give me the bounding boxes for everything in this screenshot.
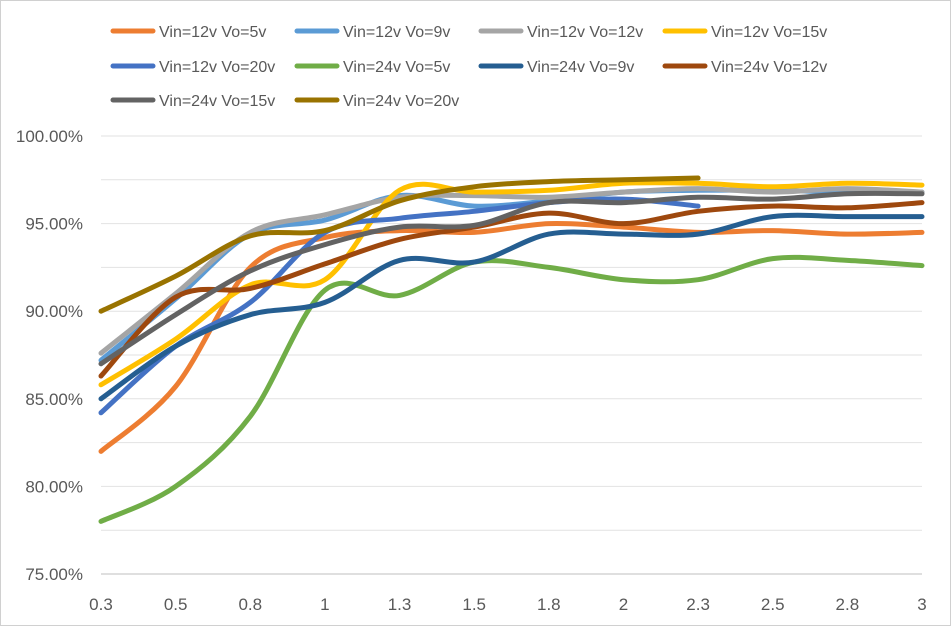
series-line-1 [98, 220, 925, 454]
series-line-6 [98, 254, 925, 524]
y-tick-label: 75.00% [25, 565, 83, 584]
series-line-9 [98, 190, 925, 367]
legend-label: Vin=12v Vo=12v [527, 24, 643, 41]
x-tick-label: 0.5 [164, 595, 188, 614]
grid-lines [101, 135, 922, 575]
x-tick-label: 1.5 [462, 595, 486, 614]
x-tick-label: 2.3 [686, 595, 710, 614]
x-tick-label: 1 [320, 595, 329, 614]
legend: Vin=12v Vo=5v Vin=12v Vo=9v Vin=12v Vo=12v… [110, 24, 827, 110]
x-tick-label: 0.8 [238, 595, 262, 614]
legend-label: Vin=24v Vo=15v [159, 93, 275, 110]
x-tick-label: 2.8 [836, 595, 860, 614]
y-tick-label: 90.00% [25, 302, 83, 321]
axis-labels: 75.00% 80.00% 85.00% 90.00% 95.00% 100.00% 0.3… [16, 127, 927, 614]
series-line-10 [98, 175, 701, 314]
x-tick-label: 2 [619, 595, 628, 614]
y-tick-label: 100.00% [16, 127, 83, 146]
legend-label: Vin=24v Vo=20v [343, 93, 459, 110]
legend-label: Vin=24v Vo=9v [527, 59, 634, 76]
series-line-7 [98, 212, 925, 402]
y-tick-label: 85.00% [25, 390, 83, 409]
y-tick-label: 95.00% [25, 215, 83, 234]
y-tick-label: 80.00% [25, 477, 83, 496]
legend-label: Vin=12v Vo=9v [343, 24, 450, 41]
x-tick-label: 1.8 [537, 595, 561, 614]
series-line-8 [98, 200, 925, 379]
x-tick-label: 1.3 [388, 595, 412, 614]
x-tick-label: 2.5 [761, 595, 785, 614]
legend-label: Vin=12v Vo=5v [159, 24, 266, 41]
legend-label: Vin=12v Vo=15v [711, 24, 827, 41]
x-tick-label: 3 [917, 595, 926, 614]
legend-label: Vin=24v Vo=5v [343, 59, 450, 76]
x-tick-label: 0.3 [89, 595, 113, 614]
legend-label: Vin=12v Vo=20v [159, 59, 275, 76]
legend-label: Vin=24v Vo=12v [711, 59, 827, 76]
series-lines [98, 175, 925, 524]
